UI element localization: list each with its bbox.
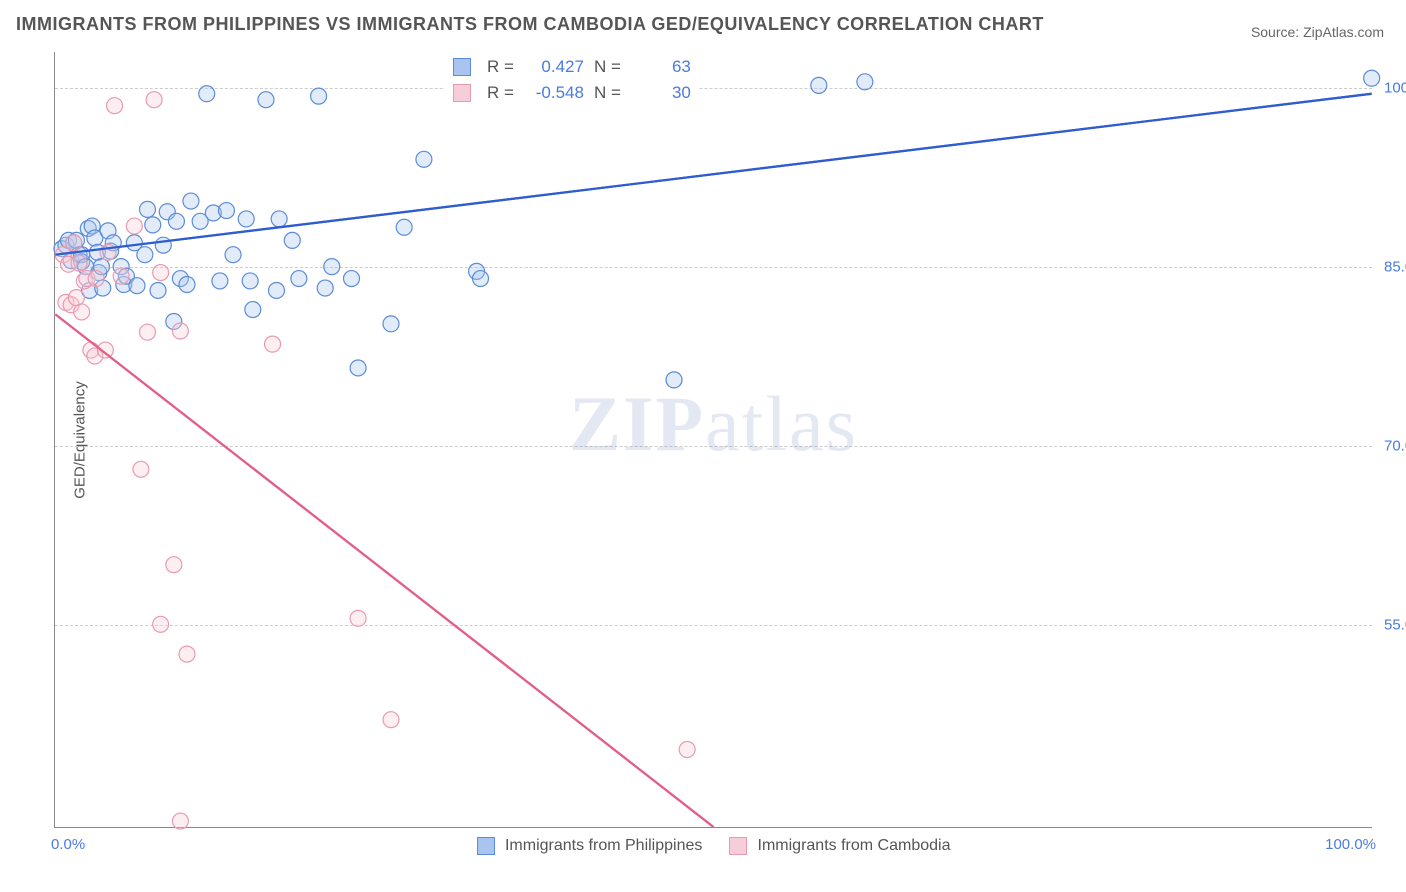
- data-point: [153, 265, 169, 281]
- stats-R-value-cambodia: -0.548: [524, 80, 584, 106]
- stats-row-philippines: R = 0.427 N = 63: [453, 54, 691, 80]
- data-point: [126, 218, 142, 234]
- data-point: [1364, 70, 1380, 86]
- data-point: [88, 271, 104, 287]
- stats-R-value-philippines: 0.427: [524, 54, 584, 80]
- data-point: [284, 232, 300, 248]
- legend-label-philippines: Immigrants from Philippines: [505, 837, 702, 854]
- source-attribution: Source: ZipAtlas.com: [1251, 24, 1384, 40]
- data-point: [71, 255, 87, 271]
- x-tick-min: 0.0%: [51, 836, 85, 853]
- data-point: [146, 92, 162, 108]
- data-point: [857, 74, 873, 90]
- data-point: [137, 247, 153, 263]
- bottom-legend: Immigrants from Philippines Immigrants f…: [477, 837, 951, 855]
- stats-R-label: R =: [487, 80, 514, 106]
- data-point: [291, 271, 307, 287]
- data-point: [172, 813, 188, 829]
- data-point: [153, 616, 169, 632]
- data-point: [350, 360, 366, 376]
- data-point: [344, 271, 360, 287]
- data-point: [68, 290, 84, 306]
- data-point: [317, 280, 333, 296]
- x-tick-max: 100.0%: [1325, 836, 1376, 853]
- data-point: [265, 336, 281, 352]
- legend-swatch-philippines: [477, 837, 495, 855]
- data-point: [238, 211, 254, 227]
- data-point: [107, 98, 123, 114]
- data-point: [199, 86, 215, 102]
- data-point: [172, 323, 188, 339]
- data-point: [145, 217, 161, 233]
- data-point: [183, 193, 199, 209]
- data-point: [140, 324, 156, 340]
- data-point: [271, 211, 287, 227]
- data-point: [416, 151, 432, 167]
- chart-title: IMMIGRANTS FROM PHILIPPINES VS IMMIGRANT…: [16, 14, 1044, 35]
- y-tick-label: 70.0%: [1376, 437, 1406, 454]
- data-point: [155, 237, 171, 253]
- data-point: [179, 646, 195, 662]
- legend-swatch-cambodia: [729, 837, 747, 855]
- data-point: [383, 712, 399, 728]
- chart-svg: [55, 52, 1372, 827]
- data-point: [679, 742, 695, 758]
- data-point: [666, 372, 682, 388]
- data-point: [245, 302, 261, 318]
- data-point: [324, 259, 340, 275]
- stats-R-label: R =: [487, 54, 514, 80]
- data-point: [179, 277, 195, 293]
- data-point: [811, 77, 827, 93]
- data-point: [268, 282, 284, 298]
- data-point: [212, 273, 228, 289]
- swatch-philippines: [453, 58, 471, 76]
- data-point: [166, 557, 182, 573]
- data-point: [113, 268, 129, 284]
- stats-row-cambodia: R = -0.548 N = 30: [453, 80, 691, 106]
- data-point: [133, 461, 149, 477]
- data-point: [350, 610, 366, 626]
- data-point: [258, 92, 274, 108]
- y-tick-label: 100.0%: [1376, 79, 1406, 96]
- stats-N-value-philippines: 63: [631, 54, 691, 80]
- swatch-cambodia: [453, 84, 471, 102]
- data-point: [218, 203, 234, 219]
- y-tick-label: 55.0%: [1376, 617, 1406, 634]
- plot-area: GED/Equivalency 55.0%70.0%85.0%100.0% R …: [54, 52, 1372, 828]
- data-point: [225, 247, 241, 263]
- data-point: [396, 219, 412, 235]
- data-point: [66, 235, 82, 251]
- data-point: [129, 278, 145, 294]
- data-point: [140, 201, 156, 217]
- data-point: [74, 304, 90, 320]
- data-point: [168, 213, 184, 229]
- data-point: [473, 271, 489, 287]
- data-point: [383, 316, 399, 332]
- data-point: [242, 273, 258, 289]
- stats-legend-box: R = 0.427 N = 63 R = -0.548 N = 30: [445, 52, 699, 108]
- y-tick-label: 85.0%: [1376, 258, 1406, 275]
- stats-N-label: N =: [594, 80, 621, 106]
- data-point: [150, 282, 166, 298]
- stats-N-value-cambodia: 30: [631, 80, 691, 106]
- data-point: [311, 88, 327, 104]
- legend-label-cambodia: Immigrants from Cambodia: [758, 837, 951, 854]
- stats-N-label: N =: [594, 54, 621, 80]
